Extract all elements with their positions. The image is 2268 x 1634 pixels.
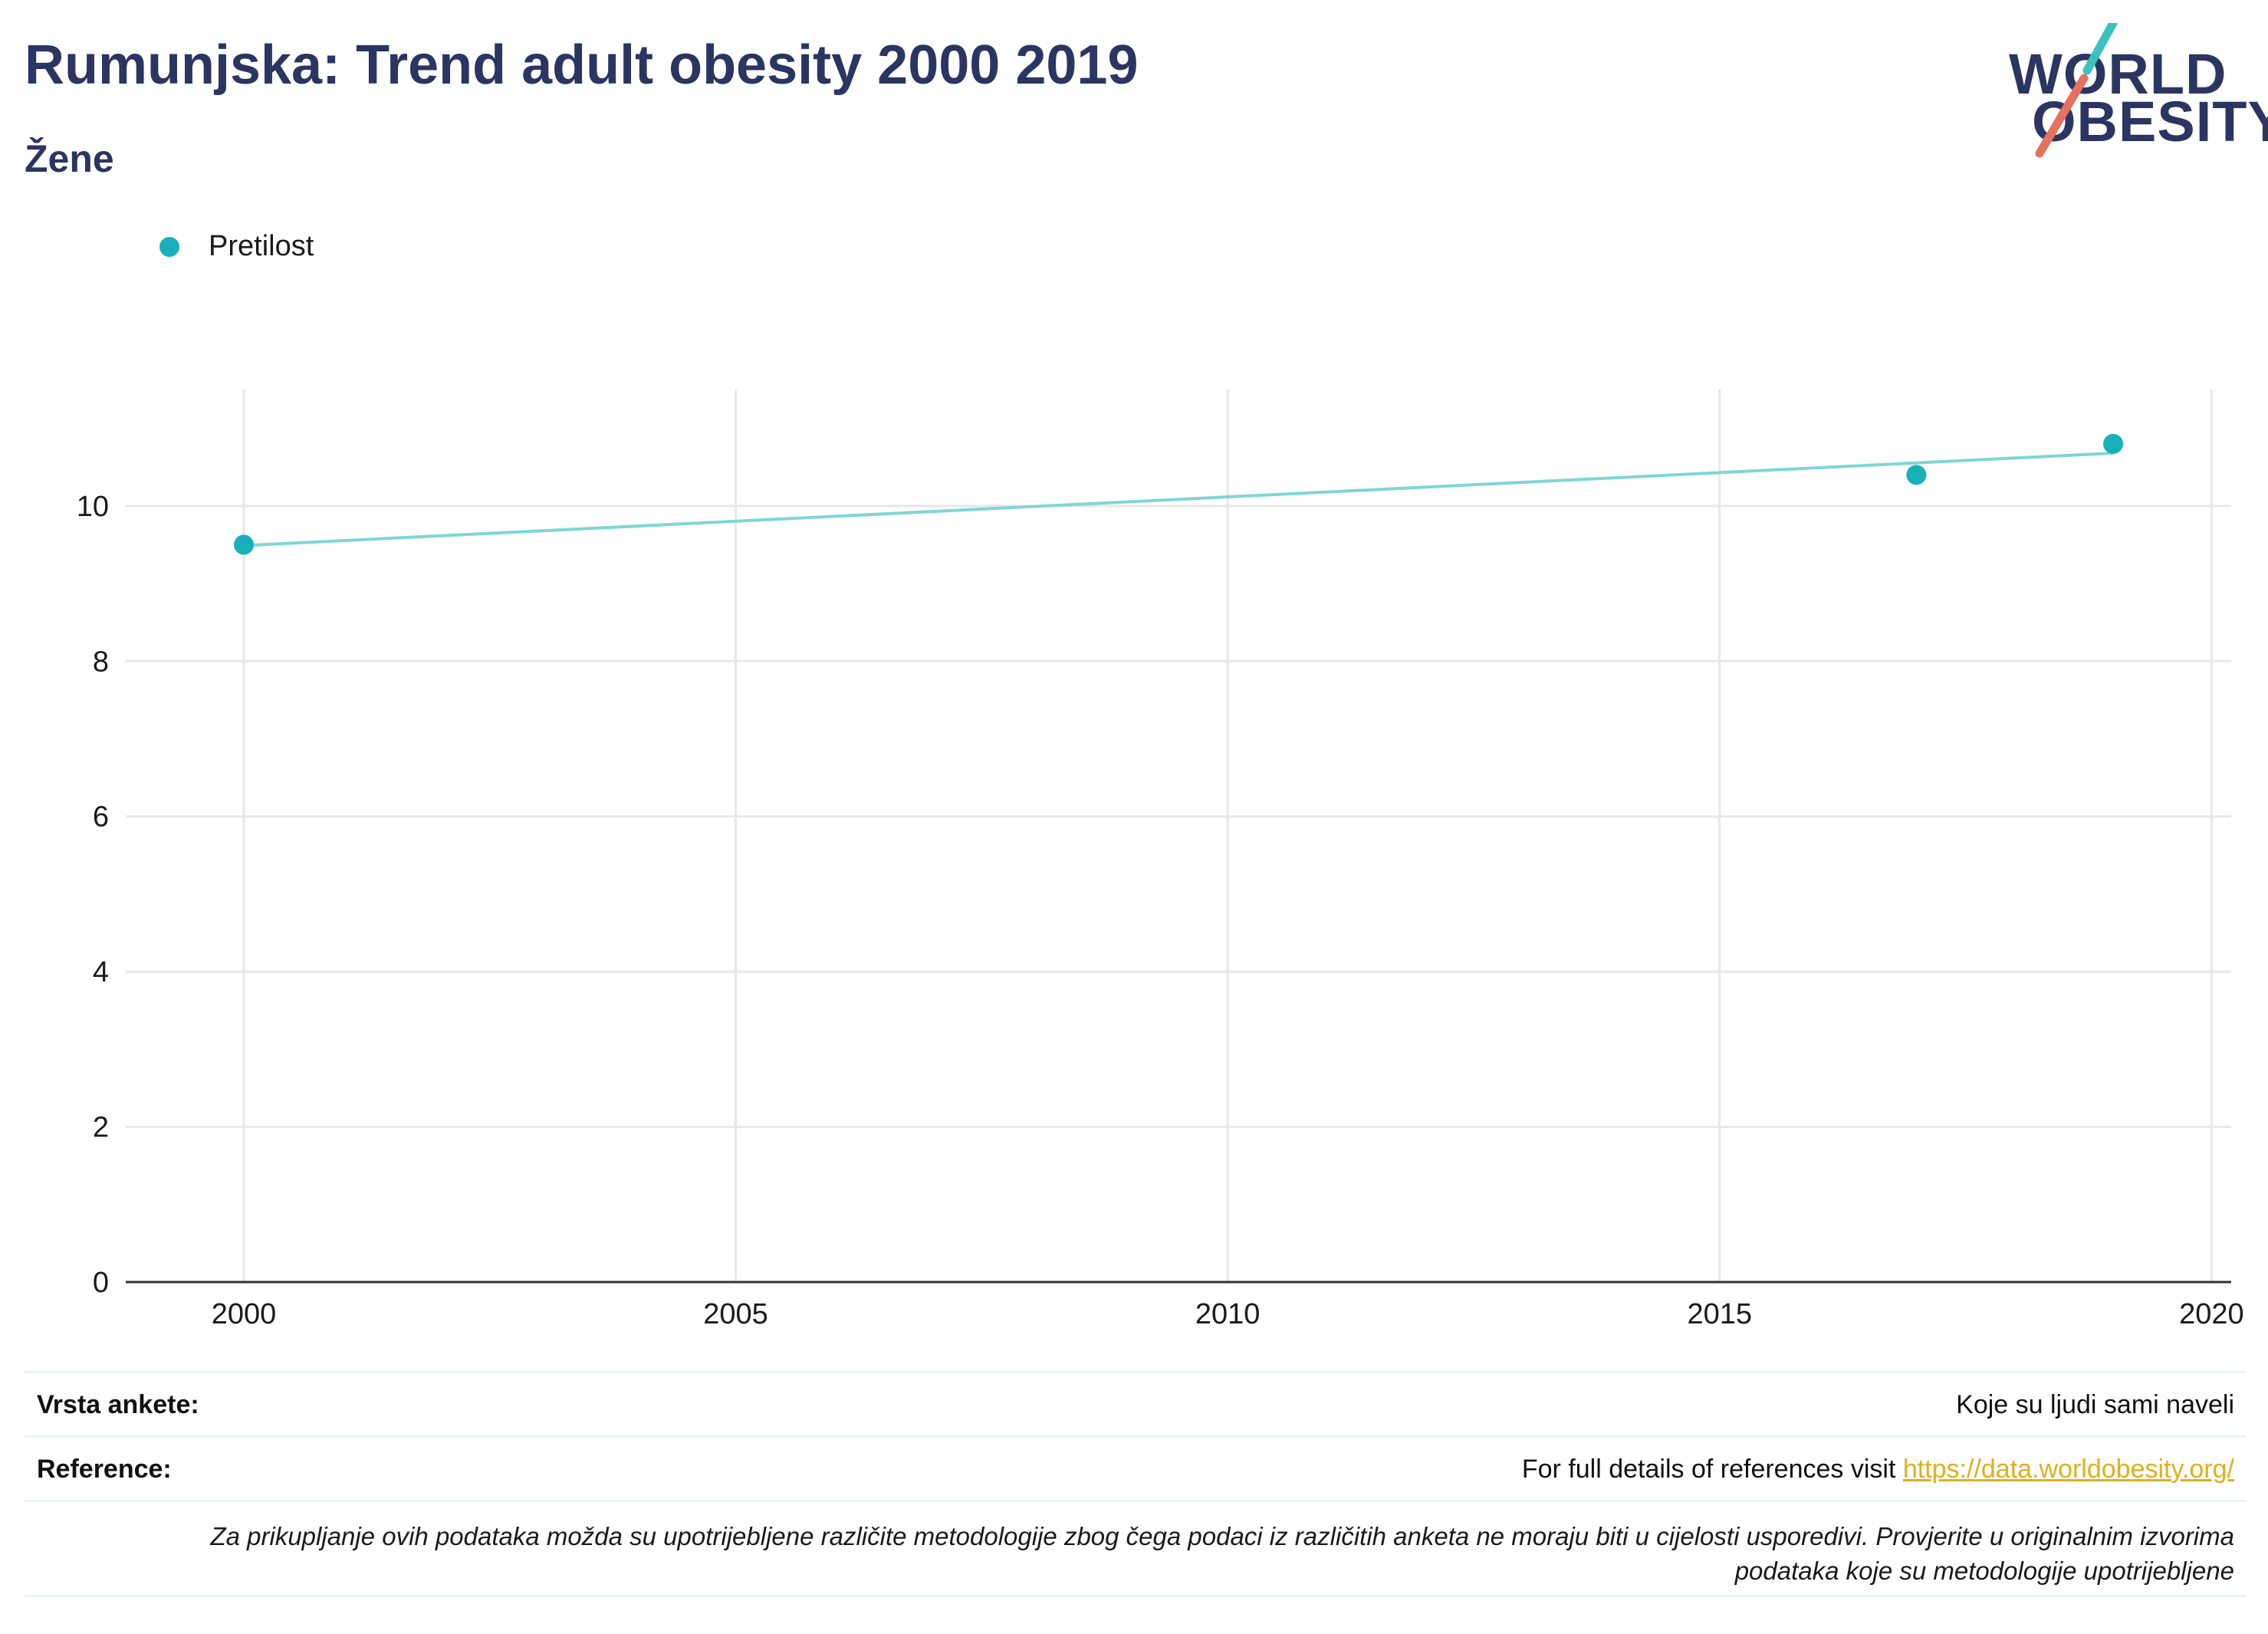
page-title: Rumunjska: Trend adult obesity 2000 2019 bbox=[25, 35, 1139, 96]
logo-word-world: WORLD bbox=[2009, 42, 2227, 106]
legend-marker-icon bbox=[159, 236, 179, 257]
logo-slash-icon bbox=[2035, 23, 2118, 158]
y-tick-label: 6 bbox=[93, 801, 109, 833]
survey-type-row: Vrsta ankete: Koje su ljudi sami naveli bbox=[25, 1374, 2247, 1435]
y-tick-label: 4 bbox=[93, 956, 109, 988]
trend-line bbox=[243, 452, 2114, 547]
x-tick-label: 2005 bbox=[703, 1298, 768, 1330]
reference-label: Reference: bbox=[37, 1454, 172, 1484]
methodology-note: Za prikupljanje ovih podataka možda su u… bbox=[37, 1520, 2234, 1588]
y-tick-label: 0 bbox=[93, 1267, 109, 1299]
survey-type-label: Vrsta ankete: bbox=[37, 1389, 199, 1419]
y-tick-label: 2 bbox=[93, 1112, 109, 1144]
x-tick-label: 2015 bbox=[1687, 1298, 1752, 1330]
obesity-trend-chart: 0 2 4 6 8 10 2000 2005 2010 2015 2020 bbox=[77, 390, 2244, 1330]
data-point bbox=[2103, 433, 2124, 454]
y-tick-label: 10 bbox=[77, 491, 109, 523]
methodology-note-line1: Za prikupljanje ovih podataka možda su u… bbox=[210, 1522, 2234, 1550]
page-subtitle: Žene bbox=[25, 137, 114, 180]
table-divider-lower bbox=[25, 1500, 2247, 1502]
survey-type-value: Koje su ljudi sami naveli bbox=[1956, 1389, 2234, 1419]
world-obesity-logo[interactable]: WORLD OBESITY bbox=[2001, 23, 2268, 161]
reference-row: Reference: For full details of reference… bbox=[25, 1438, 2247, 1500]
data-point bbox=[1906, 465, 1927, 485]
legend-label: Pretilost bbox=[209, 230, 314, 262]
y-tick-label: 8 bbox=[93, 646, 109, 678]
table-divider-bottom bbox=[25, 1595, 2247, 1597]
reference-link[interactable]: https://data.worldobesity.org/ bbox=[1902, 1454, 2234, 1484]
chart-legend[interactable]: Pretilost bbox=[159, 230, 314, 263]
x-tick-label: 2010 bbox=[1195, 1298, 1261, 1330]
data-point bbox=[233, 534, 254, 555]
reference-value: For full details of references visit htt… bbox=[1522, 1455, 2247, 1484]
x-tick-label: 2000 bbox=[212, 1298, 277, 1330]
table-divider-middle bbox=[25, 1435, 2247, 1438]
reference-text: For full details of references visit bbox=[1521, 1454, 1903, 1484]
x-tick-label: 2020 bbox=[2179, 1298, 2244, 1330]
table-divider-top bbox=[25, 1371, 2247, 1373]
methodology-note-line2: podataka koje su metodologije upotrijebl… bbox=[1734, 1556, 2234, 1585]
